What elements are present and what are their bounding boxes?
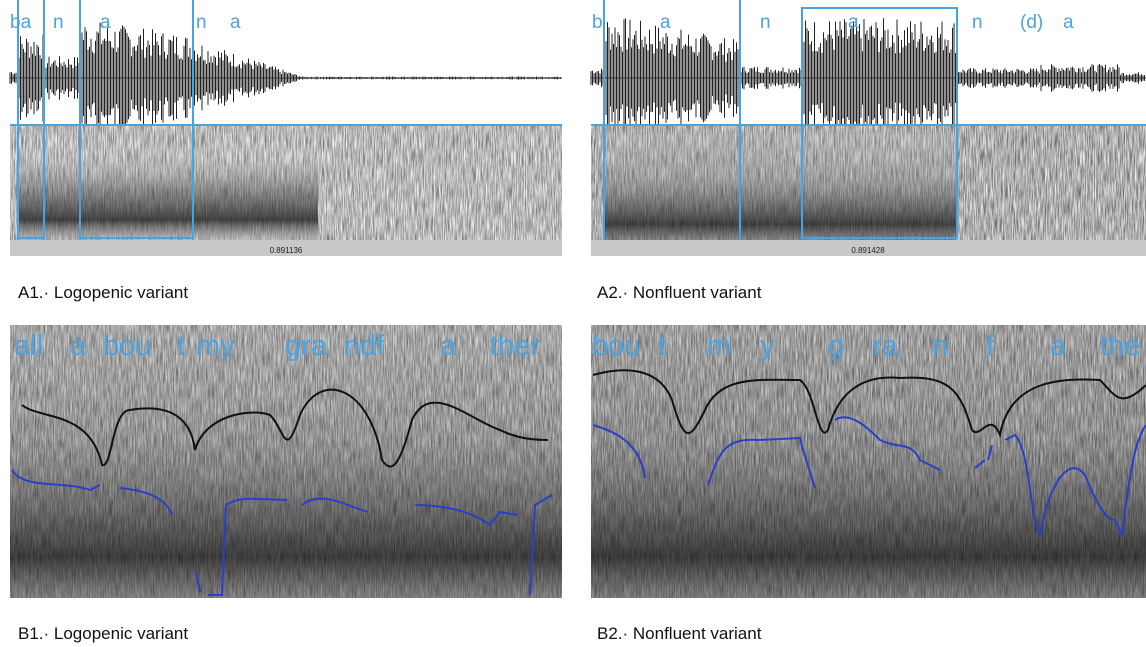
panel-caption: B2.· Nonfluent variant: [597, 624, 762, 643]
segment-label: ndf: [344, 330, 385, 362]
segment-label: a: [1050, 330, 1067, 362]
pitch-contour: [592, 416, 1146, 539]
time-readout: 0.891428: [851, 246, 885, 255]
segment-label: ther: [490, 330, 540, 362]
segment-label: t: [658, 330, 666, 362]
segment-label: the: [1100, 330, 1140, 362]
segment-label: gra: [285, 330, 328, 362]
spectrogram-energy: [591, 325, 1146, 598]
time-readout: 0.891136: [270, 246, 303, 255]
segment-label: a: [230, 12, 241, 33]
panel-b2: [591, 325, 1146, 598]
segment-label: y: [760, 330, 775, 362]
panel-b1: [10, 325, 562, 598]
panel-a1: [9, 0, 562, 256]
segment-label: m: [707, 330, 731, 362]
segment-label: n: [932, 330, 948, 362]
segment-label: all: [14, 330, 43, 362]
segment-label: ba: [10, 12, 32, 33]
segment-label: a: [70, 330, 87, 362]
time-bar: [10, 240, 562, 256]
segment-label: bou: [592, 330, 640, 362]
segment-label: n: [196, 12, 207, 33]
panel-a2: [590, 0, 1146, 256]
segment-label: n: [972, 12, 983, 33]
segment-label: bou: [103, 330, 151, 362]
segment-label: ra: [872, 330, 899, 362]
segment-label: a: [440, 330, 457, 362]
segment-label: (d): [1020, 12, 1043, 33]
waveform: [590, 18, 1146, 138]
segment-label: a: [660, 12, 671, 33]
segment-label: a: [848, 12, 859, 33]
intensity-contour: [21, 388, 549, 468]
segment-label: b: [592, 12, 603, 33]
segment-label: n: [760, 12, 771, 33]
spectrogram-energy: [18, 140, 318, 240]
segment-label: n: [53, 12, 64, 33]
spectrogram-energy: [10, 325, 562, 598]
spectrogram-energy: [604, 135, 957, 240]
segment-label: f: [986, 330, 995, 362]
panel-caption: B1.· Logopenic variant: [18, 624, 188, 643]
panel-caption: A2.· Nonfluent variant: [597, 283, 762, 302]
segment-label: my: [196, 330, 235, 362]
time-bar: [591, 240, 1146, 256]
segment-label: a: [1063, 12, 1074, 33]
pitch-contour: [11, 469, 553, 596]
segment-label: g: [828, 330, 844, 362]
intensity-contour: [592, 369, 1146, 439]
waveform: [9, 22, 562, 134]
panel-caption: A1.· Logopenic variant: [18, 283, 188, 302]
segment-label: a: [100, 12, 111, 33]
segment-label: t: [177, 330, 185, 362]
